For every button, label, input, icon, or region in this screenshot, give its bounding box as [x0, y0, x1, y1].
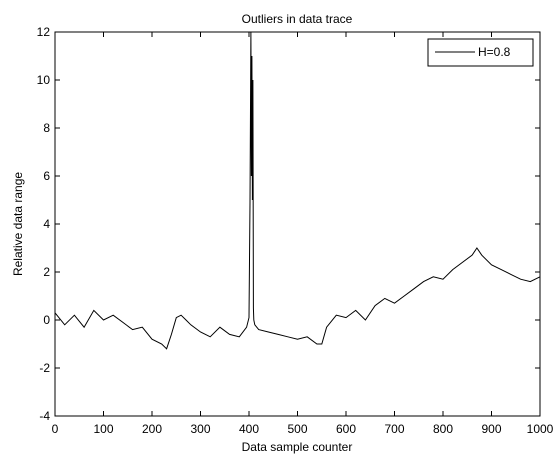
- y-tick-label: -4: [39, 409, 50, 423]
- y-tick-label: 10: [37, 73, 51, 87]
- y-axis-ticks: -4 -2 0 2 4 6 8 10 12: [37, 25, 540, 423]
- x-axis-label: Data sample counter: [242, 440, 353, 454]
- x-axis-ticks: 0 100 200 300 400 500 600 700 800 900 1000: [52, 32, 554, 436]
- x-tick-label: 500: [287, 422, 307, 436]
- y-tick-label: 2: [43, 265, 50, 279]
- series-line-0: [54, 31, 541, 350]
- y-tick-label: 12: [37, 25, 51, 39]
- x-tick-label: 300: [190, 422, 210, 436]
- y-tick-label: 8: [43, 121, 50, 135]
- x-tick-label: 0: [52, 422, 59, 436]
- y-tick-label: 0: [43, 313, 50, 327]
- chart-title: Outliers in data trace: [242, 12, 353, 26]
- x-tick-label: 1000: [527, 422, 554, 436]
- y-tick-label: 4: [43, 217, 50, 231]
- y-tick-label: -2: [39, 361, 50, 375]
- series-group: [54, 31, 541, 350]
- x-tick-label: 700: [384, 422, 404, 436]
- x-tick-label: 400: [239, 422, 259, 436]
- x-tick-label: 800: [433, 422, 453, 436]
- y-tick-label: 6: [43, 169, 50, 183]
- legend: H=0.8: [427, 38, 534, 67]
- x-tick-label: 100: [93, 422, 113, 436]
- y-axis-label: Relative data range: [11, 172, 25, 276]
- plot-area: [54, 31, 541, 417]
- x-tick-label: 200: [142, 422, 162, 436]
- legend-label: H=0.8: [478, 45, 511, 59]
- x-tick-label: 600: [336, 422, 356, 436]
- x-tick-label: 900: [481, 422, 501, 436]
